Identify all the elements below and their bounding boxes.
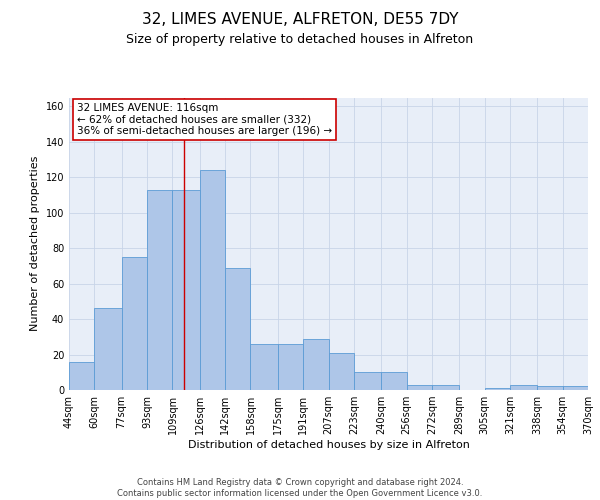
Bar	[69, 362, 94, 390]
Bar	[510, 384, 537, 390]
Bar	[354, 372, 381, 390]
Bar	[225, 268, 250, 390]
Bar	[122, 257, 147, 390]
Bar	[250, 344, 278, 390]
Bar	[278, 344, 303, 390]
Bar	[485, 388, 510, 390]
Bar	[407, 384, 432, 390]
Bar	[432, 384, 459, 390]
Text: 32 LIMES AVENUE: 116sqm
← 62% of detached houses are smaller (332)
36% of semi-d: 32 LIMES AVENUE: 116sqm ← 62% of detache…	[77, 103, 332, 136]
Text: Contains HM Land Registry data © Crown copyright and database right 2024.
Contai: Contains HM Land Registry data © Crown c…	[118, 478, 482, 498]
Bar	[329, 353, 354, 390]
Bar	[563, 386, 588, 390]
Bar	[172, 190, 200, 390]
Y-axis label: Number of detached properties: Number of detached properties	[30, 156, 40, 332]
Bar	[147, 190, 172, 390]
Bar	[303, 338, 329, 390]
Bar	[200, 170, 225, 390]
X-axis label: Distribution of detached houses by size in Alfreton: Distribution of detached houses by size …	[188, 440, 469, 450]
Text: Size of property relative to detached houses in Alfreton: Size of property relative to detached ho…	[127, 32, 473, 46]
Bar	[381, 372, 407, 390]
Text: 32, LIMES AVENUE, ALFRETON, DE55 7DY: 32, LIMES AVENUE, ALFRETON, DE55 7DY	[142, 12, 458, 28]
Bar	[94, 308, 122, 390]
Bar	[537, 386, 563, 390]
